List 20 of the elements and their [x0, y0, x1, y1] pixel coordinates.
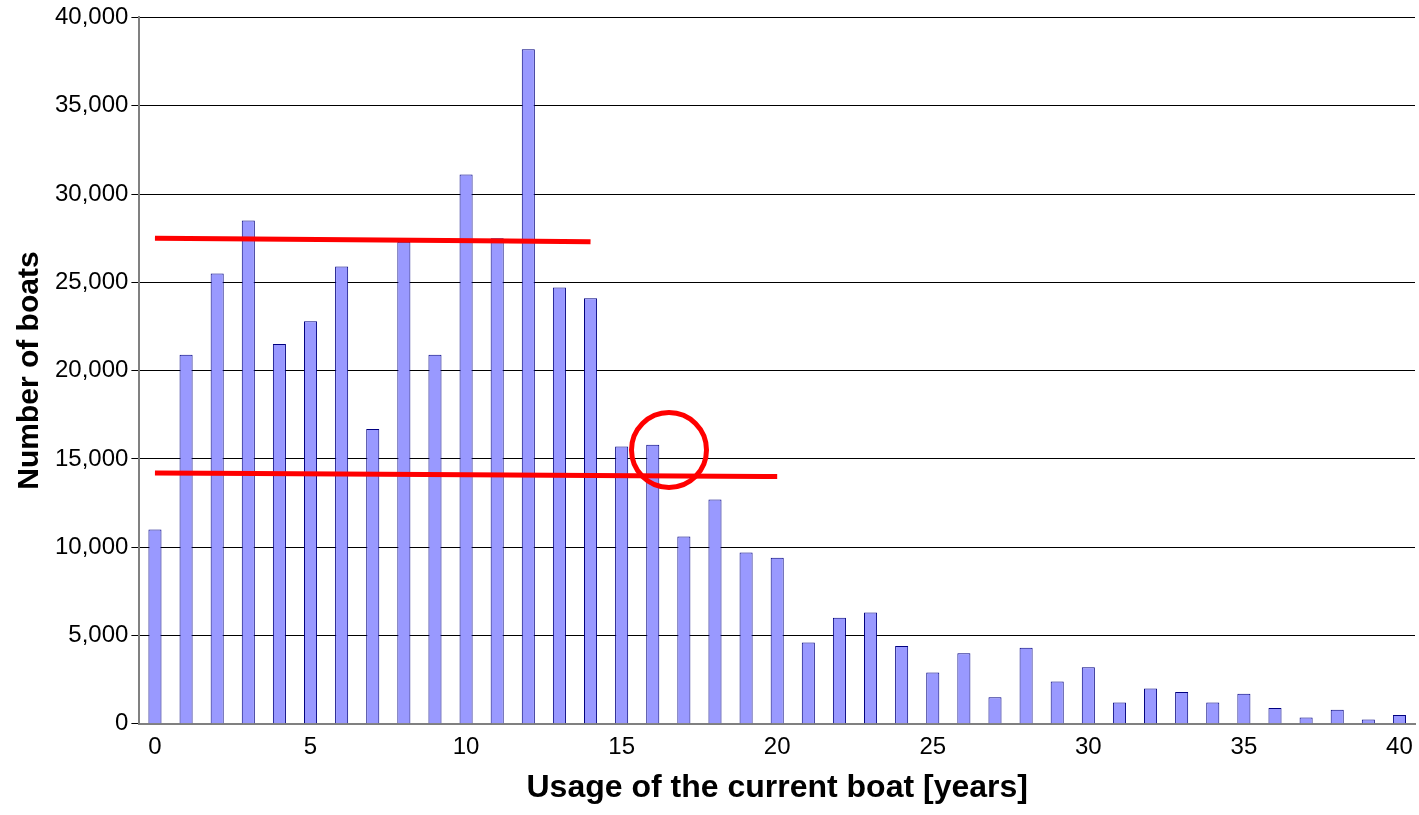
x-tick-label: 0: [148, 731, 162, 759]
y-tick-label: 15,000: [55, 443, 129, 471]
x-axis-title: Usage of the current boat [years]: [526, 767, 1028, 804]
x-tick-label: 25: [919, 731, 947, 759]
x-tick-label: 35: [1230, 731, 1258, 759]
y-tick-label: 20,000: [55, 355, 129, 383]
x-tick-label: 20: [763, 731, 791, 759]
y-tick-label: 35,000: [55, 90, 129, 118]
x-tick-label: 15: [608, 731, 635, 759]
x-tick-label: 10: [452, 731, 480, 759]
y-tick-label: 40,000: [55, 2, 129, 30]
y-tick-label: 5,000: [68, 620, 129, 648]
y-tick-label: 0: [115, 708, 129, 736]
y-tick-label: 25,000: [55, 266, 129, 294]
x-tick-label: 5: [303, 731, 318, 759]
y-axis-title: Number of boats: [11, 251, 45, 490]
x-tick-label: 40: [1386, 731, 1413, 759]
x-tick-label: 30: [1074, 731, 1102, 759]
y-tick-label: 30,000: [55, 178, 129, 206]
y-tick-label: 10,000: [55, 531, 129, 559]
